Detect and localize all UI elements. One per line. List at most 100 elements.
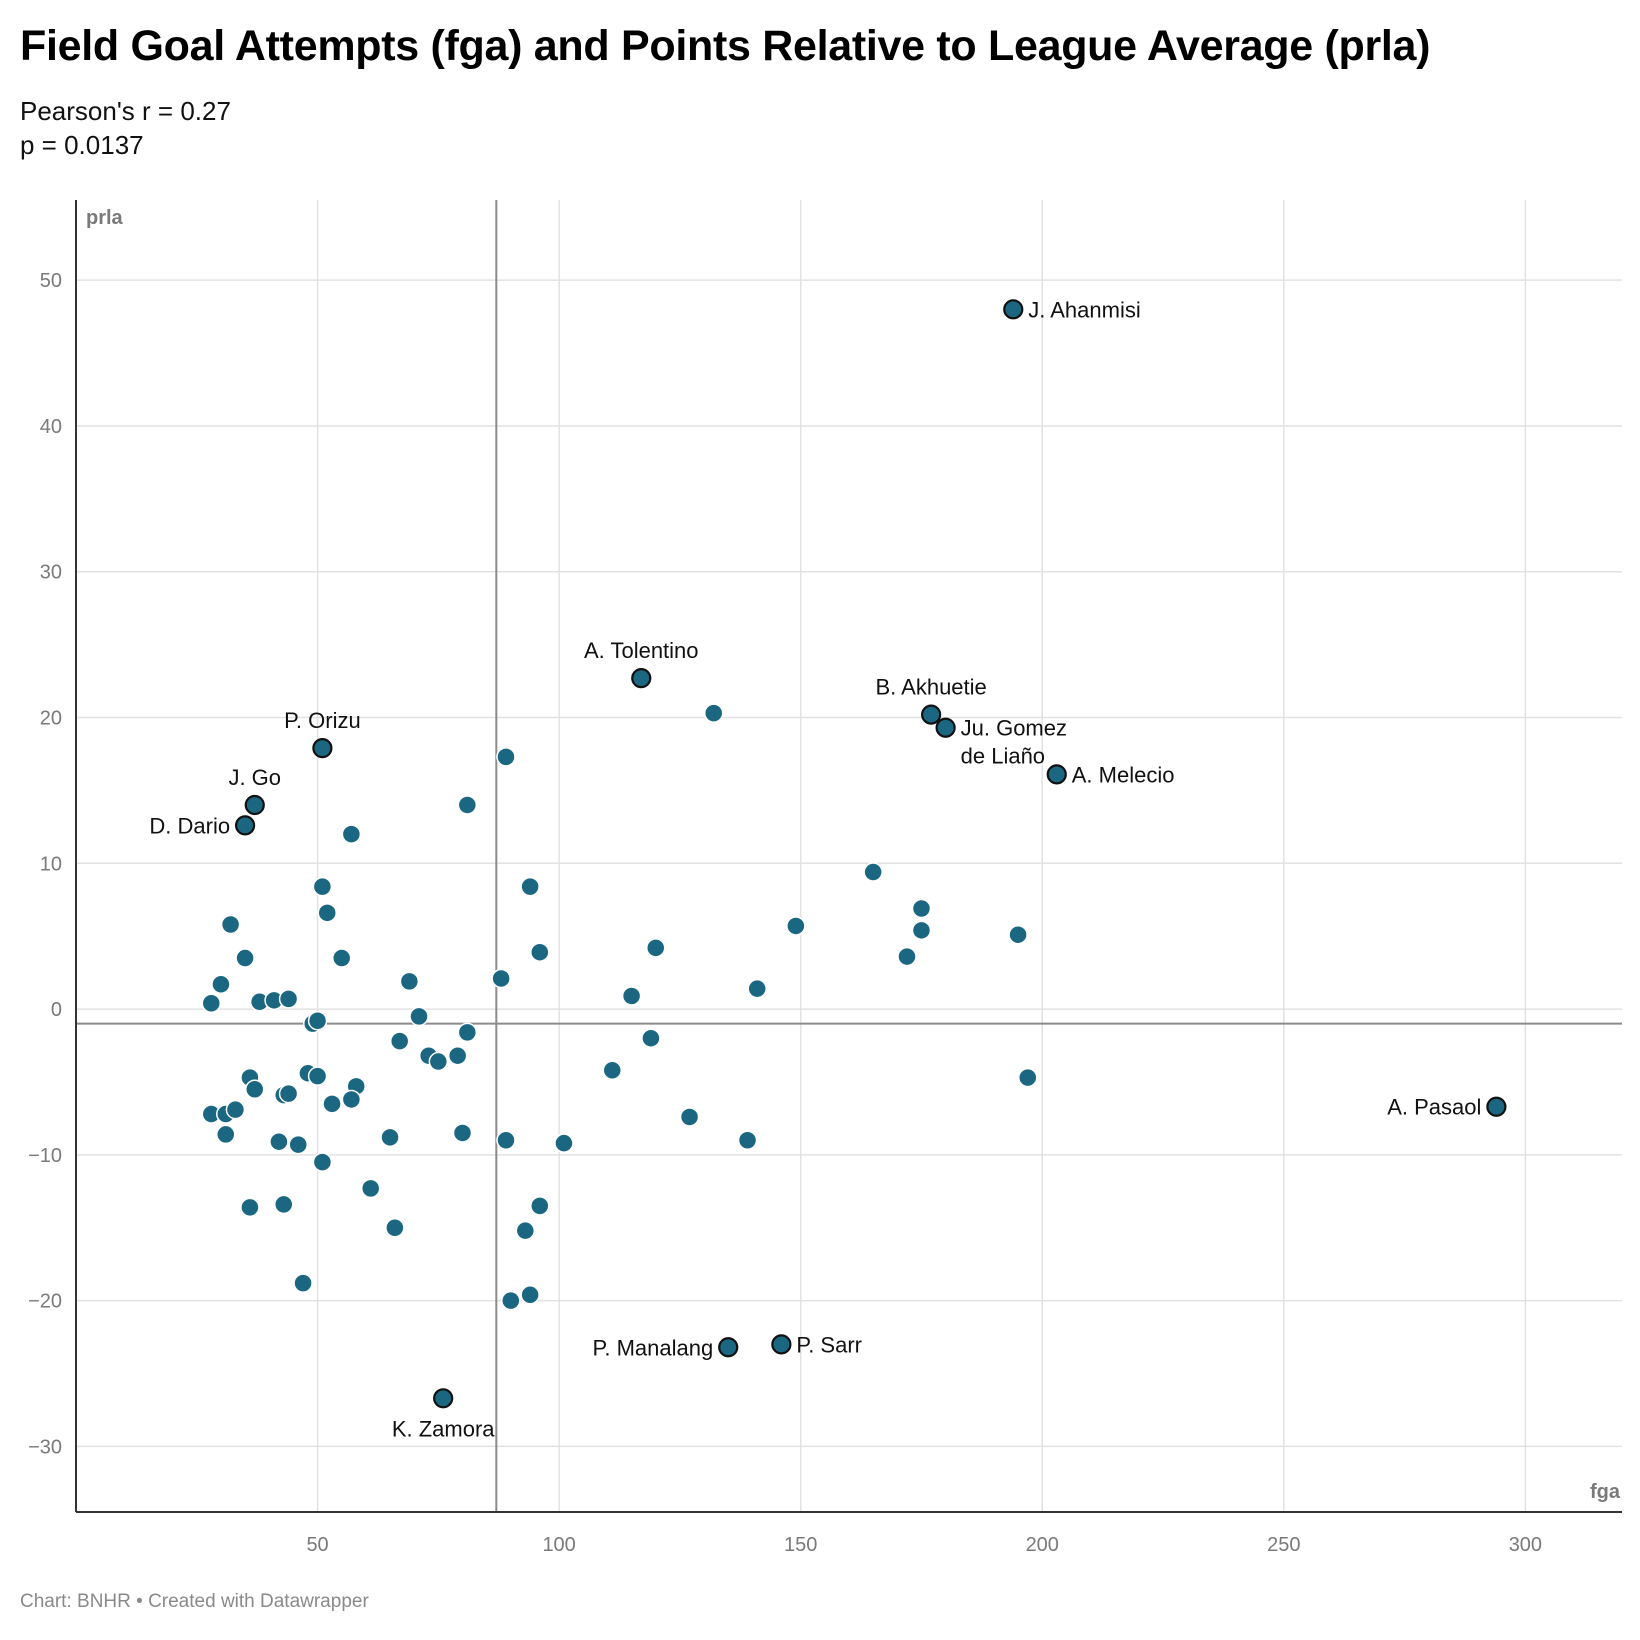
point-label: P. Orizu	[284, 708, 361, 733]
data-point	[520, 1285, 540, 1305]
data-point	[428, 1051, 449, 1072]
point-label: A. Melecio	[1072, 762, 1175, 787]
point-label-line: P. Orizu	[284, 708, 361, 733]
data-point	[496, 747, 516, 767]
data-point	[278, 1083, 299, 1104]
data-point	[863, 862, 883, 882]
data-point	[786, 916, 806, 936]
data-point	[312, 1152, 333, 1172]
point-label-line: P. Manalang	[593, 1335, 714, 1360]
data-point	[216, 1124, 236, 1145]
y-tick-label: 0	[51, 999, 62, 1021]
data-point	[530, 1196, 550, 1216]
data-point	[409, 1006, 429, 1027]
data-point	[273, 1194, 294, 1215]
data-point	[307, 1010, 328, 1031]
y-axis-title: prla	[86, 207, 124, 229]
chart-credit: Chart: BNHR • Created with Datawrapper	[20, 1591, 369, 1612]
labeled-data-point	[771, 1334, 792, 1355]
data-point	[317, 903, 337, 923]
point-label-line: J. Go	[228, 765, 281, 790]
labeled-data-point	[921, 704, 942, 725]
data-point	[307, 1066, 328, 1086]
point-label-line: J. Ahanmisi	[1028, 297, 1141, 322]
y-tick-label: 40	[40, 416, 62, 438]
labeled-data-point	[433, 1388, 454, 1409]
data-point	[911, 920, 932, 941]
data-point	[457, 795, 478, 815]
data-point	[385, 1217, 405, 1238]
data-point	[679, 1107, 700, 1127]
data-point	[515, 1220, 536, 1241]
data-point	[288, 1134, 308, 1155]
data-point	[1018, 1067, 1038, 1088]
x-tick-label: 100	[542, 1534, 575, 1556]
data-point	[897, 946, 917, 967]
y-tick-label: −20	[28, 1291, 62, 1313]
labeled-data-point	[935, 717, 956, 738]
p-value-text: p = 0.0137	[20, 130, 144, 160]
point-label-line: A. Melecio	[1072, 762, 1175, 787]
data-points	[201, 703, 1038, 1311]
data-point	[447, 1045, 468, 1066]
labeled-data-point	[718, 1337, 739, 1358]
labeled-data-point	[1003, 299, 1024, 320]
x-tick-label: 200	[1026, 1534, 1059, 1556]
x-tick-label: 300	[1509, 1534, 1542, 1556]
data-point	[646, 938, 666, 958]
chart-subtitle: Pearson's r = 0.27 p = 0.0137	[20, 94, 231, 162]
point-label-line: P. Sarr	[796, 1332, 862, 1357]
point-label: K. Zamora	[392, 1416, 495, 1441]
point-label-line: A. Pasaol	[1387, 1095, 1481, 1120]
data-point	[737, 1130, 758, 1151]
data-point	[225, 1099, 246, 1120]
point-label: D. Dario	[149, 813, 230, 838]
y-tick-label: 30	[40, 562, 62, 584]
data-point	[341, 1089, 362, 1110]
data-point	[211, 974, 231, 995]
data-point	[491, 968, 511, 989]
labeled-data-point	[244, 794, 265, 816]
point-label: A. Pasaol	[1387, 1095, 1481, 1120]
labeled-data-point	[631, 668, 652, 689]
data-point	[322, 1094, 342, 1114]
labeled-data-point	[312, 738, 333, 759]
y-tick-label: 50	[40, 270, 62, 292]
y-tick-label: 20	[40, 708, 62, 730]
data-point	[269, 1131, 289, 1152]
point-label: P. Sarr	[796, 1332, 862, 1357]
point-label-line: Ju. Gomez	[961, 716, 1067, 741]
data-point	[245, 1079, 265, 1099]
highlighted-points	[234, 299, 1507, 1409]
data-point	[360, 1178, 381, 1199]
data-point	[380, 1127, 400, 1148]
point-label: B. Akhuetie	[875, 675, 986, 700]
data-point	[530, 942, 550, 962]
labeled-data-point	[1486, 1096, 1507, 1117]
reference-lines	[76, 200, 1622, 1512]
data-point	[235, 948, 255, 968]
data-point	[747, 978, 767, 999]
y-tick-label: −30	[28, 1436, 62, 1458]
point-label: J. Ahanmisi	[1028, 297, 1141, 322]
point-label: J. Go	[228, 765, 281, 790]
data-point	[641, 1028, 661, 1048]
y-tick-label: −10	[28, 1145, 62, 1167]
labeled-data-point	[234, 815, 256, 836]
data-point	[602, 1060, 623, 1081]
x-tick-label: 50	[306, 1534, 328, 1556]
data-point	[1008, 924, 1028, 945]
data-point	[278, 989, 299, 1009]
point-label-line: A. Tolentino	[584, 638, 699, 663]
chart-title: Field Goal Attempts (fga) and Points Rel…	[20, 22, 1431, 70]
point-label-line: D. Dario	[149, 813, 230, 838]
data-point	[520, 876, 540, 897]
data-point	[621, 986, 642, 1006]
x-tick-label: 150	[784, 1534, 817, 1556]
data-point	[496, 1130, 516, 1151]
point-label-line: de Liaño	[961, 744, 1045, 769]
data-point	[501, 1290, 521, 1311]
x-axis-title: fga	[1590, 1481, 1621, 1503]
point-label: A. Tolentino	[584, 638, 699, 663]
